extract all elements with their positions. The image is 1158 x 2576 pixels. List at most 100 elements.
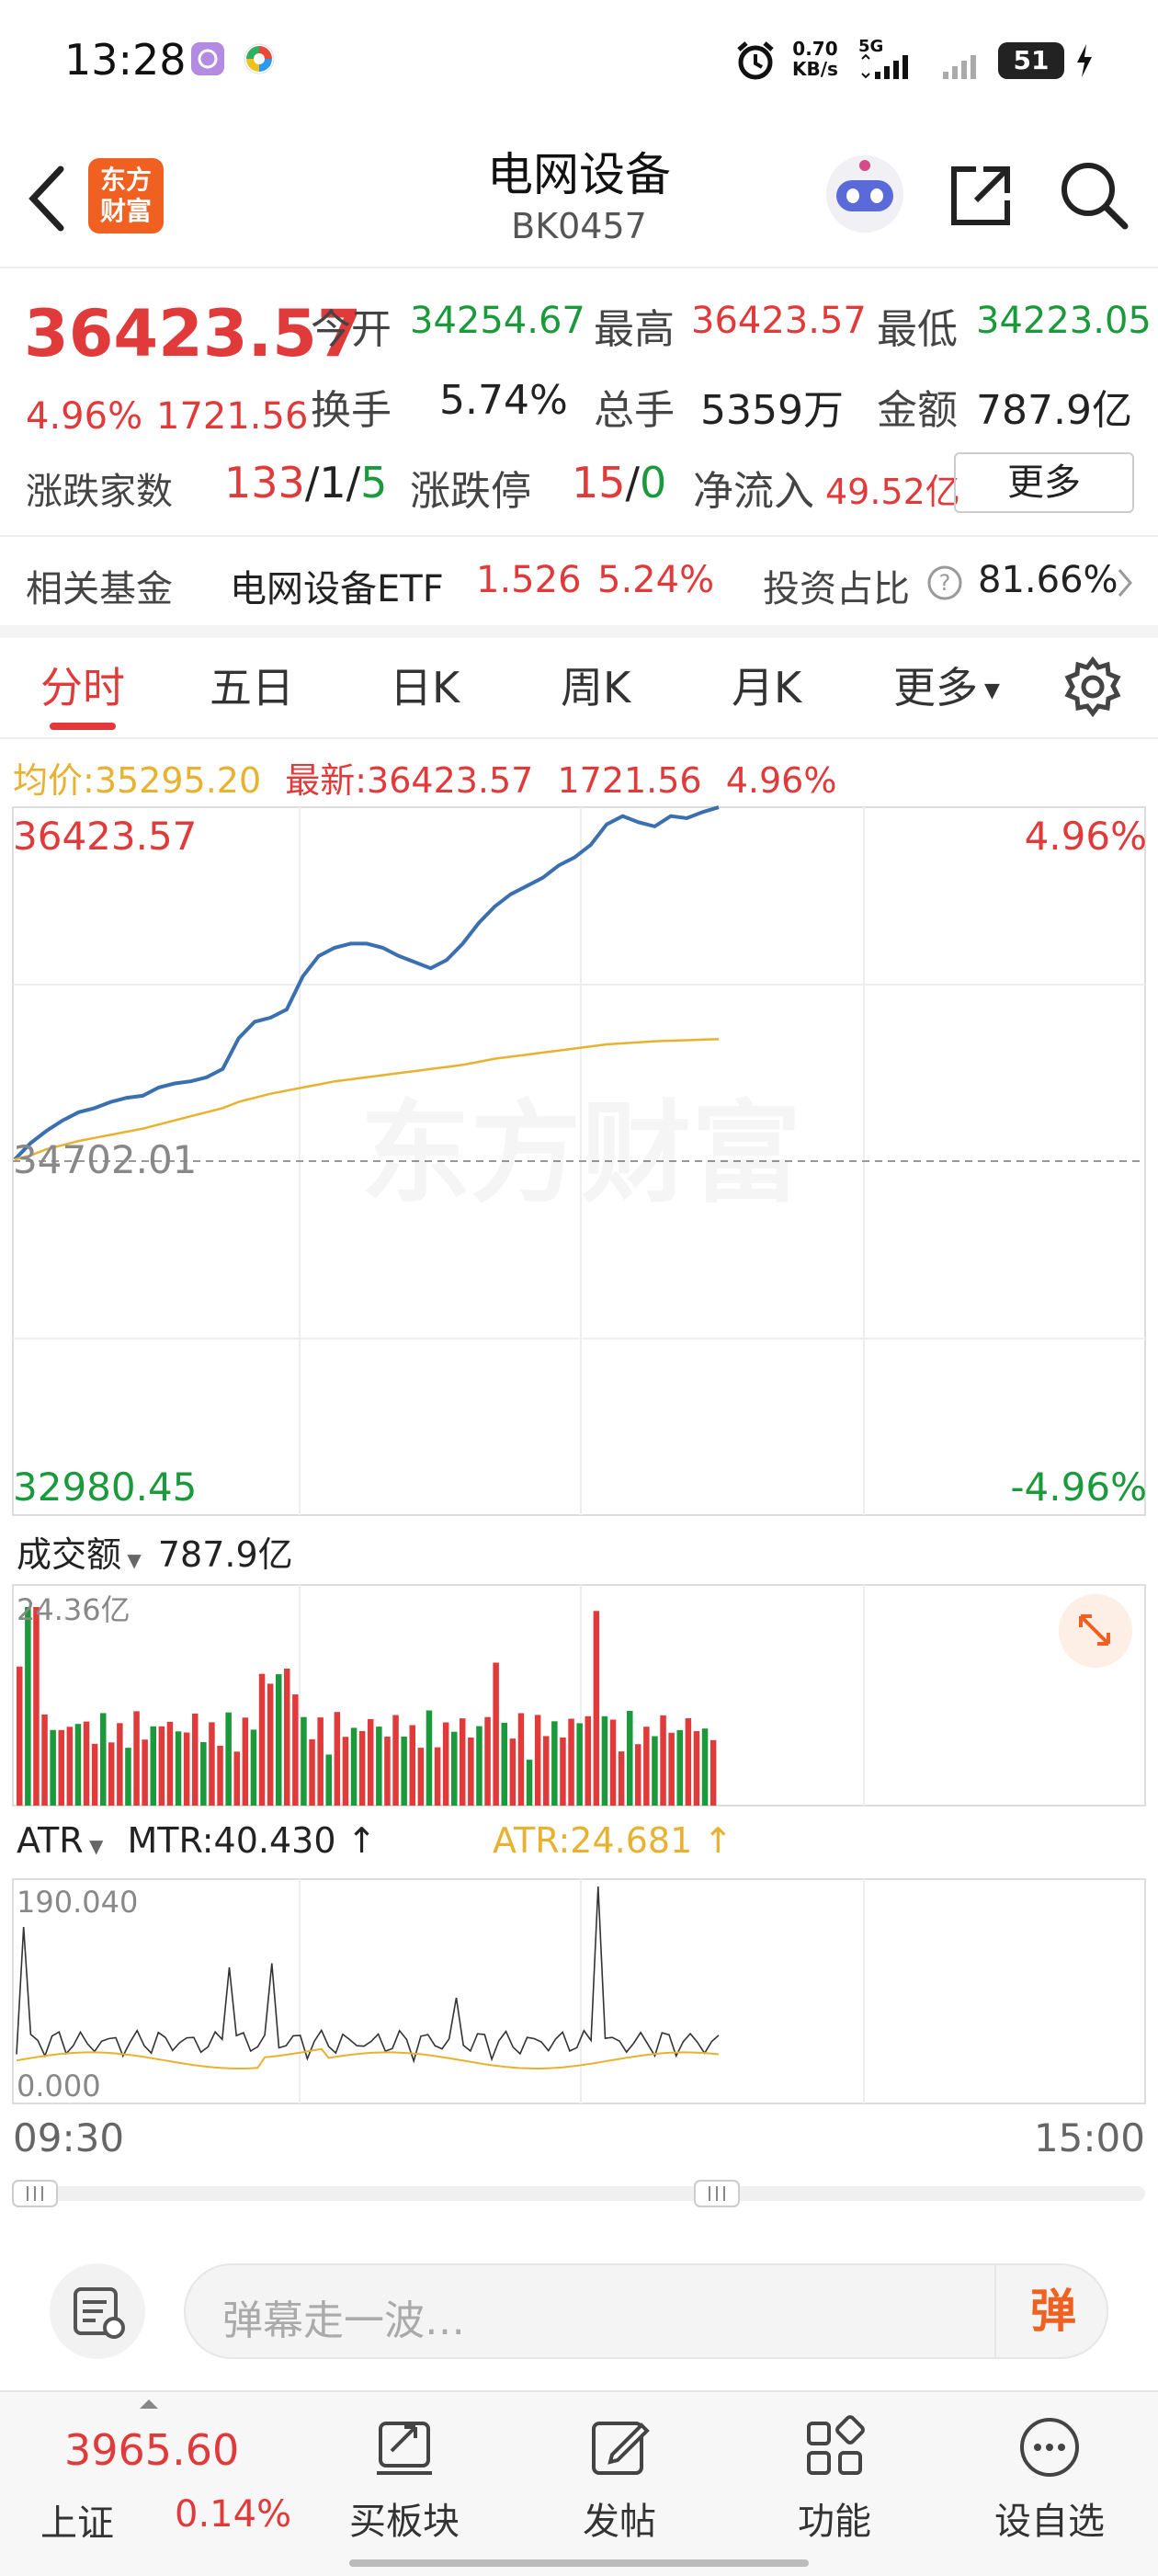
volume-label: 总手 xyxy=(594,387,675,434)
tab-daily-k[interactable]: 日K xyxy=(390,663,460,712)
limit-label: 涨跌停 xyxy=(410,468,531,515)
volume-bar xyxy=(83,1721,90,1806)
atr-placeholder xyxy=(17,1918,1130,2074)
volume-bar xyxy=(585,1715,591,1806)
functions-grid-icon xyxy=(807,2415,865,2475)
volume-bar xyxy=(551,1721,558,1806)
atr-max-label: 190.040 xyxy=(17,1885,138,1920)
charging-icon xyxy=(1073,42,1096,79)
up-arrow-icon: ↑ xyxy=(692,1820,733,1861)
back-icon[interactable] xyxy=(24,162,70,235)
app-logo[interactable]: 东方 财富 xyxy=(88,158,164,234)
volume-bar xyxy=(150,1726,156,1806)
buy-sector-icon xyxy=(377,2422,432,2475)
turnover-value: 5.74% xyxy=(439,377,568,424)
y-bottom-price: 32980.45 xyxy=(13,1465,197,1510)
tab-monthly-k[interactable]: 月K xyxy=(732,663,802,712)
volume-amount: 787.9亿 xyxy=(157,1534,293,1575)
y-bottom-pct: -4.96% xyxy=(1010,1465,1147,1510)
volume-bar xyxy=(284,1669,290,1806)
volume-bar xyxy=(217,1745,223,1806)
volume-bar xyxy=(392,1715,399,1806)
volume-bar xyxy=(493,1662,499,1806)
volume-bar xyxy=(376,1727,382,1806)
nav-add-watchlist[interactable]: 设自选 xyxy=(958,2411,1141,2545)
volume-bar xyxy=(66,1727,74,1806)
volume-bar xyxy=(292,1694,299,1806)
related-fund-row[interactable]: 相关基金 电网设备ETF 1.526 5.24% 投资占比 ? 81.66% xyxy=(0,537,1158,638)
share-icon[interactable] xyxy=(947,162,1015,230)
up-arrow-icon: ↑ xyxy=(335,1820,377,1861)
settings-gear-icon[interactable] xyxy=(1061,655,1125,719)
volume-bar xyxy=(710,1739,717,1806)
net-speed: 0.70 KB/s xyxy=(792,38,838,80)
volume-bar xyxy=(434,1747,441,1806)
atr-line xyxy=(16,2047,720,2069)
robot-assistant-icon[interactable] xyxy=(823,153,906,235)
volume-bar xyxy=(301,1716,307,1806)
tab-intraday[interactable]: 分时 xyxy=(40,663,125,712)
nav-functions[interactable]: 功能 xyxy=(743,2411,926,2545)
more-button[interactable]: 更多 xyxy=(954,452,1134,513)
volume-bar xyxy=(685,1718,692,1806)
volume-bar xyxy=(317,1717,324,1806)
volume-bar xyxy=(25,1607,31,1806)
volume-bar xyxy=(91,1743,98,1806)
volume-bar xyxy=(501,1722,507,1806)
tab-more[interactable]: 更多 ▼ xyxy=(893,663,1000,712)
volume-bar xyxy=(701,1728,709,1806)
help-icon[interactable]: ? xyxy=(926,564,963,601)
volume-bar xyxy=(33,1607,40,1806)
danmu-input[interactable]: 弹幕走一波… 弹 xyxy=(184,2263,1108,2359)
volume-bar xyxy=(158,1726,165,1806)
limit-values: 15/0 xyxy=(572,458,667,507)
volume-bar xyxy=(417,1748,425,1806)
volume-bar xyxy=(476,1726,482,1806)
battery-icon: 51 xyxy=(998,42,1064,79)
atr-selector[interactable]: ATR ▼ MTR:40.430 ↑ xyxy=(17,1820,377,1861)
volume-bar xyxy=(601,1715,608,1806)
mtr-line xyxy=(16,1886,720,2064)
index-pct: 0.14% xyxy=(175,2493,292,2536)
tab-5day[interactable]: 五日 xyxy=(210,663,294,712)
volume-bar xyxy=(358,1731,366,1806)
volume-bar xyxy=(250,1729,257,1806)
nav-buy-sector[interactable]: 买板块 xyxy=(312,2411,496,2545)
ratio-label: 投资占比 xyxy=(763,568,910,610)
volume-bar xyxy=(693,1731,700,1806)
expand-icon xyxy=(1079,1614,1110,1646)
volume-bar xyxy=(468,1738,474,1806)
volume-selector[interactable]: 成交额 ▼ 787.9亿 xyxy=(17,1534,293,1575)
avg-price-line xyxy=(14,1038,720,1161)
volume-bar xyxy=(200,1742,207,1806)
volume-bar xyxy=(108,1742,115,1806)
search-icon[interactable] xyxy=(1057,158,1130,232)
volume-bar xyxy=(242,1717,249,1806)
tab-weekly-k[interactable]: 周K xyxy=(561,663,631,712)
volume-bar xyxy=(593,1611,600,1806)
chevron-right-icon[interactable] xyxy=(1116,566,1134,599)
netflow-value: 49.52亿 xyxy=(825,472,960,512)
expand-up-icon[interactable] xyxy=(138,2398,160,2411)
volume-bar xyxy=(342,1737,349,1806)
post-icon xyxy=(592,2422,650,2475)
breadth-label: 涨跌家数 xyxy=(26,471,173,513)
volume-bar xyxy=(442,1722,449,1806)
quote-panel: 36423.57 4.96% 1721.56 今开 34254.67 最高 36… xyxy=(0,268,1158,537)
home-indicator xyxy=(349,2559,809,2567)
dropdown-caret-icon: ▼ xyxy=(978,679,1000,702)
volume-bar xyxy=(368,1718,374,1806)
index-value[interactable]: 3965.60 xyxy=(64,2425,240,2475)
volume-max-label: 24.36亿 xyxy=(17,1592,131,1627)
volume-bar xyxy=(426,1710,433,1806)
danmu-toggle-button[interactable]: 弹 xyxy=(994,2263,1110,2359)
volume-bar xyxy=(17,1666,23,1806)
fund-name[interactable]: 电网设备ETF xyxy=(230,568,444,610)
volume-bar xyxy=(676,1729,683,1806)
nav-post[interactable]: 发帖 xyxy=(528,2411,711,2545)
volume-bar xyxy=(409,1725,415,1806)
bottom-nav: 3965.60 上证 0.14% 买板块 发帖 功能 设自选 xyxy=(0,2390,1158,2576)
post-list-button[interactable] xyxy=(50,2263,145,2359)
chart-svg[interactable]: 东方财富 36423.57 4.96% 34702.01 32980.45 -4… xyxy=(0,805,1158,2245)
volume-bar xyxy=(276,1674,282,1806)
